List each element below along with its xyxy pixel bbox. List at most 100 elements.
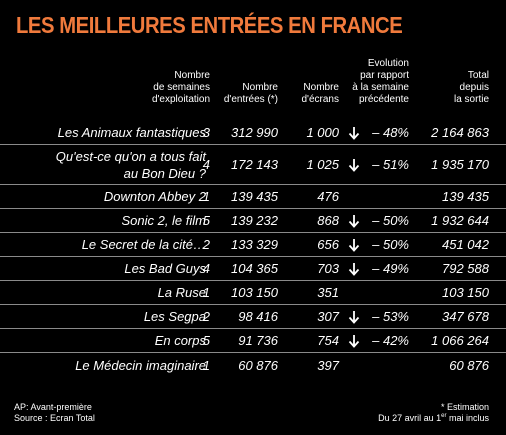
weeks-value: 4	[202, 261, 210, 276]
total-value: 2 164 863	[431, 125, 489, 140]
film-title: Les Animaux fantastiques	[58, 121, 206, 144]
entries-value: 104 365	[231, 261, 278, 276]
weeks-value: 5	[202, 213, 210, 228]
weeks-value: 4	[202, 157, 210, 172]
header-screens-line: Nombre	[303, 82, 339, 93]
film-title: Qu'est-ce qu'on a tous fait au Bon Dieu ?	[56, 145, 206, 184]
film-title-line: Downton Abbey 2	[103, 189, 206, 204]
evolution-value	[349, 281, 409, 304]
screens-value: 754	[317, 333, 339, 348]
evolution-value: – 48%	[372, 125, 409, 140]
box-office-table: Les Animaux fantastiques 3 312 990 1 000 – 4…	[0, 121, 506, 377]
arrow-down-icon	[346, 121, 362, 144]
total-value: 139 435	[442, 189, 489, 204]
footer-source: Source : Ecran Total	[14, 413, 95, 423]
table-row: Le Secret de la cité… 2 133 329 656 – 50% 451…	[0, 233, 506, 257]
evolution-value: – 50%	[372, 213, 409, 228]
film-title-line: Sonic 2, le film	[121, 213, 206, 228]
table-row: Les Segpa 2 98 416 307 – 53% 347 678	[0, 305, 506, 329]
film-title-line: Les Bad Guys	[124, 261, 206, 276]
header-total-line: depuis	[459, 82, 489, 93]
total-value: 451 042	[442, 237, 489, 252]
film-title-line: au Bon Dieu ?	[123, 165, 206, 181]
table-row: Qu'est-ce qu'on a tous fait au Bon Dieu ?…	[0, 145, 506, 185]
film-title-line: La Ruse	[157, 285, 206, 300]
header-weeks: Nombre de semaines d'exploitation	[152, 70, 210, 106]
entries-value: 133 329	[231, 237, 278, 252]
film-title-line: En corps	[154, 333, 206, 348]
entries-value: 172 143	[231, 157, 278, 172]
total-value: 1 935 170	[431, 157, 489, 172]
entries-value: 312 990	[231, 125, 278, 140]
table-row: Les Bad Guys 4 104 365 703 – 49% 792 588	[0, 257, 506, 281]
entries-value: 60 876	[238, 357, 278, 373]
weeks-value: 5	[202, 333, 210, 348]
arrow-down-icon	[346, 209, 362, 232]
film-title-line: Qu'est-ce qu'on a tous fait	[55, 148, 206, 164]
film-title: Les Bad Guys	[124, 257, 206, 280]
header-screens: Nombre d'écrans	[302, 82, 340, 106]
footer-period: Du 27 avril au 1er mai inclus	[378, 413, 489, 424]
footer-estimation: * Estimation	[440, 402, 489, 412]
film-title: Sonic 2, le film	[121, 209, 206, 232]
evolution-value: – 51%	[372, 157, 409, 172]
header-total-line: Total	[467, 70, 489, 81]
evolution-value: – 49%	[372, 261, 409, 276]
table-row: Downton Abbey 2 1 139 435 476 139 435	[0, 185, 506, 209]
total-value: 347 678	[442, 309, 489, 324]
entries-value: 139 435	[231, 189, 278, 204]
total-value: 103 150	[442, 285, 489, 300]
entries-value: 139 232	[231, 213, 278, 228]
film-title: Le Médecin imaginaire	[75, 353, 206, 377]
table-row: Le Médecin imaginaire 1 60 876 397 60 876	[0, 353, 506, 377]
total-value: 60 876	[449, 357, 489, 373]
entries-value: 98 416	[238, 309, 278, 324]
page-title: LES MEILLEURES ENTRÉES EN FRANCE	[16, 12, 403, 38]
table-row: Sonic 2, le film 5 139 232 868 – 50% 1 932 64…	[0, 209, 506, 233]
screens-value: 397	[317, 357, 339, 373]
header-evolution-line: Evolution	[367, 58, 409, 69]
film-title: En corps	[155, 329, 206, 352]
film-title-line: Les Segpa	[143, 309, 206, 324]
header-weeks-line: de semaines	[153, 82, 210, 93]
evolution-value: – 50%	[372, 237, 409, 252]
header-evolution-line: par rapport	[360, 70, 409, 81]
film-title: La Ruse	[158, 281, 206, 304]
header-total-line: la sortie	[453, 94, 489, 105]
film-title: Le Secret de la cité…	[82, 233, 206, 256]
entries-value: 91 736	[238, 333, 278, 348]
entries-value: 103 150	[231, 285, 278, 300]
weeks-value: 3	[202, 125, 210, 140]
film-title: Downton Abbey 2	[104, 185, 206, 208]
table-row: Les Animaux fantastiques 3 312 990 1 000 – 4…	[0, 121, 506, 145]
footer-period-sup: er	[441, 413, 447, 419]
film-title: Les Segpa	[144, 305, 206, 328]
weeks-value: 2	[202, 309, 210, 324]
weeks-value: 2	[202, 237, 210, 252]
evolution-value	[349, 185, 409, 208]
evolution-value	[349, 353, 409, 377]
evolution-value: – 53%	[372, 309, 409, 324]
footer-period-end: mai inclus	[446, 413, 489, 423]
total-value: 1 932 644	[431, 213, 489, 228]
table-row: La Ruse 1 103 150 351 103 150	[0, 281, 506, 305]
header-weeks-line: Nombre	[174, 70, 210, 81]
film-title-line: Les Animaux fantastiques	[57, 125, 206, 140]
weeks-value: 1	[202, 357, 210, 373]
total-value: 1 066 264	[431, 333, 489, 348]
film-title-line: Le Médecin imaginaire	[75, 357, 206, 373]
film-title-line: Le Secret de la cité…	[81, 237, 206, 252]
screens-value: 656	[317, 237, 339, 252]
screens-value: 868	[317, 213, 339, 228]
header-total: Total depuis la sortie	[454, 70, 489, 106]
header-entries: Nombre d'entrées (*)	[224, 82, 278, 106]
weeks-value: 1	[202, 189, 210, 204]
arrow-down-icon	[346, 305, 362, 328]
header-screens-line: d'écrans	[301, 94, 340, 105]
arrow-down-icon	[346, 329, 362, 352]
evolution-value: – 42%	[372, 333, 409, 348]
header-evolution-line: à la semaine	[352, 82, 409, 93]
header-entries-line: Nombre	[242, 82, 278, 93]
screens-value: 351	[317, 285, 339, 300]
